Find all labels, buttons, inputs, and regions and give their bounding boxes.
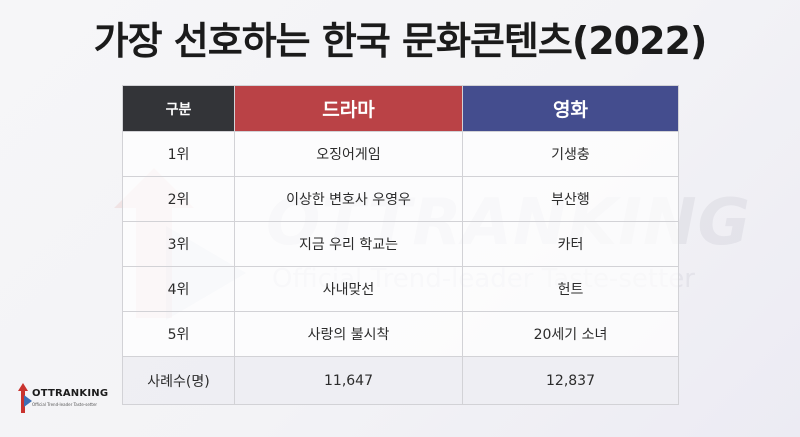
- table-row: 4위 사내맞선 헌트: [122, 266, 679, 312]
- rank-cell: 5위: [122, 311, 235, 357]
- rank-cell: 2위: [122, 176, 235, 222]
- ranking-table: 구분 드라마 영화 1위 오징어게임 기생충 2위 이상한 변호사 우영우 부산…: [122, 85, 679, 405]
- header-drama: 드라마: [234, 85, 463, 132]
- drama-cell: 사랑의 불시착: [234, 311, 463, 357]
- logo-tagline: Official Trend-leader Taste-setter: [32, 402, 98, 407]
- table-row: 5위 사랑의 불시착 20세기 소녀: [122, 311, 679, 357]
- movie-cell: 부산행: [462, 176, 679, 222]
- sample-size-row: 사례수(명) 11,647 12,837: [122, 356, 679, 405]
- logo-name: OTTRANKING: [32, 388, 109, 399]
- header-movie: 영화: [462, 85, 679, 132]
- drama-cell: 지금 우리 학교는: [234, 221, 463, 267]
- rank-cell: 3위: [122, 221, 235, 267]
- drama-cell: 사내맞선: [234, 266, 463, 312]
- table-row: 3위 지금 우리 학교는 카터: [122, 221, 679, 267]
- drama-cell: 오징어게임: [234, 131, 463, 177]
- ottranking-logo-icon: [18, 383, 32, 413]
- table-row: 2위 이상한 변호사 우영우 부산행: [122, 176, 679, 222]
- rank-cell: 1위: [122, 131, 235, 177]
- movie-sample-size: 12,837: [462, 356, 679, 405]
- sample-size-label: 사례수(명): [122, 356, 235, 405]
- table-header-row: 구분 드라마 영화: [122, 85, 679, 132]
- ottranking-logo: OTTRANKING Official Trend-leader Taste-s…: [18, 383, 128, 413]
- movie-cell: 20세기 소녀: [462, 311, 679, 357]
- rank-cell: 4위: [122, 266, 235, 312]
- header-category: 구분: [122, 85, 235, 132]
- drama-sample-size: 11,647: [234, 356, 463, 405]
- movie-cell: 카터: [462, 221, 679, 267]
- movie-cell: 기생충: [462, 131, 679, 177]
- table-row: 1위 오징어게임 기생충: [122, 131, 679, 177]
- movie-cell: 헌트: [462, 266, 679, 312]
- page-title: 가장 선호하는 한국 문화콘텐츠(2022): [93, 19, 708, 63]
- drama-cell: 이상한 변호사 우영우: [234, 176, 463, 222]
